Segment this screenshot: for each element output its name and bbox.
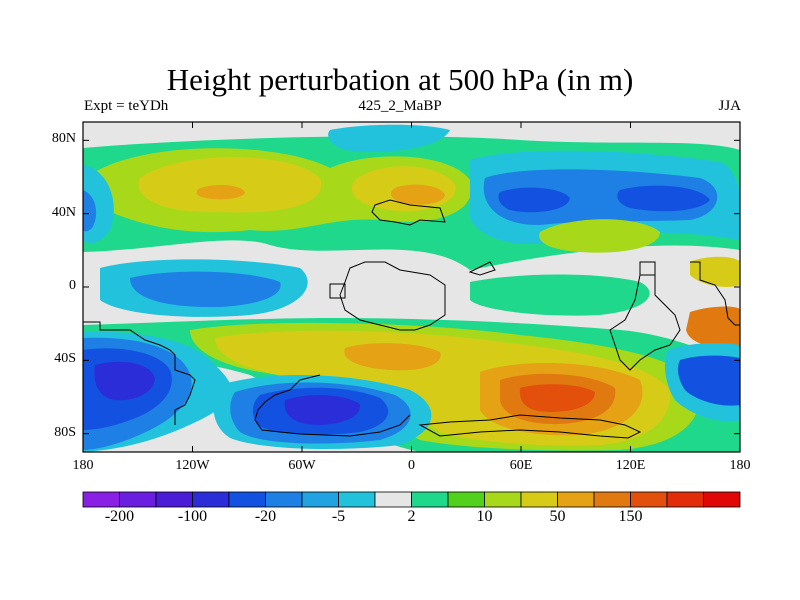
field-layer (83, 122, 740, 452)
y-tick-label: 80N (51, 131, 76, 147)
colorbar-swatch (557, 491, 595, 508)
y-tick-label: 0 (69, 278, 76, 293)
coast-africa (339, 261, 446, 331)
colorbar-label: -100 (177, 508, 208, 525)
coast-antarctic (418, 414, 642, 439)
colorbar-label: 10 (476, 508, 493, 525)
colorbar-label: -20 (254, 508, 277, 525)
colorbar-label: 50 (549, 508, 566, 525)
field-atlantic-cyan (328, 124, 450, 152)
field-sp-blue-3 (94, 361, 155, 401)
tick-layer (82, 122, 741, 452)
coastlines (83, 199, 740, 439)
coast-europe-africa (371, 199, 446, 226)
field-eq-east-yellowgreen (539, 219, 660, 253)
subtitle-right: JJA (718, 98, 741, 114)
x-tick-label: 60E (509, 458, 533, 473)
colorbar-swatch (301, 491, 339, 508)
y-tick-label: 40N (51, 204, 76, 220)
coast-australia (609, 274, 681, 371)
subtitle-left: Expt = teYDh (84, 98, 169, 114)
field-eq-east-orange (686, 306, 740, 347)
field-asia-blue-2 (498, 187, 570, 213)
field-west-blue (83, 190, 97, 232)
field-sh-east-blue (677, 355, 740, 406)
field-nh-orange-2 (390, 184, 445, 205)
colorbar-swatch (447, 491, 485, 508)
x-tick-label: 60W (288, 458, 316, 473)
colorbar-label: -5 (331, 508, 346, 525)
colorbar-swatch (265, 491, 303, 508)
y-tick-label: 40S (54, 351, 76, 367)
colorbar-swatch (520, 491, 558, 508)
x-tick-label: 0 (408, 458, 415, 473)
field-eq-indian-green (470, 274, 650, 316)
colorbar-swatch (411, 491, 449, 508)
colorbar-label: -200 (104, 508, 135, 525)
x-tick-label: 120W (175, 458, 210, 473)
field-eq-east-yellow (690, 256, 740, 287)
field-nh-yellow (138, 157, 322, 213)
colorbar-swatch (228, 491, 266, 508)
colorbar-swatch (82, 491, 120, 508)
colorbar-swatch (192, 491, 230, 508)
colorbar-swatch (666, 491, 704, 508)
colorbar-swatch (338, 491, 376, 508)
field-sh-orange-1 (344, 343, 441, 371)
colorbar-swatch (703, 491, 741, 508)
colorbar-swatch (155, 491, 193, 508)
colorbar-swatch (374, 491, 412, 508)
coast-pacific-island (639, 261, 656, 276)
colorbar-label: 150 (618, 508, 643, 525)
coast-south-america (254, 374, 411, 437)
y-tick-label: 80S (54, 424, 76, 440)
coast-north-america (83, 321, 196, 425)
field-asia-blue-3 (617, 185, 710, 212)
subtitle-center: 425_2_MaBP (358, 98, 442, 114)
colorbar (82, 491, 741, 508)
coast-island (329, 283, 346, 299)
coast-east-pacific (690, 261, 740, 326)
chart-title: Height perturbation at 500 hPa (in m) (166, 62, 634, 97)
field-eq-pacific-blue (130, 271, 281, 308)
colorbar-swatch (119, 491, 157, 508)
field-satl-blue-3 (284, 395, 361, 425)
x-tick-label: 180 (729, 458, 751, 473)
colorbar-swatch (484, 491, 522, 508)
field-sh-red (519, 384, 595, 412)
coast-asia-mid (468, 261, 496, 276)
colorbar-swatch (630, 491, 668, 508)
x-tick-label: 120E (615, 458, 646, 473)
field-nh-orange-1 (196, 184, 245, 200)
colorbar-label: 2 (407, 508, 416, 525)
x-tick-label: 180 (72, 458, 94, 473)
colorbar-swatch (593, 491, 631, 508)
